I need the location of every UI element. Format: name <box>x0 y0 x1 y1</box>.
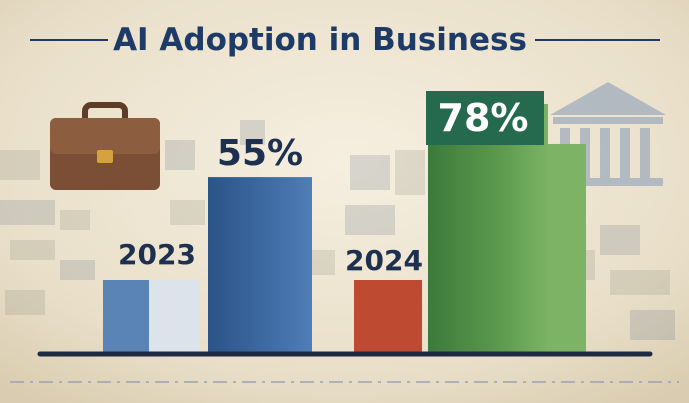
bar-base-block-shade <box>103 280 149 352</box>
background-tile <box>0 200 55 225</box>
background-tile <box>350 155 390 190</box>
category-label: 2024 <box>345 244 423 277</box>
background-tile <box>600 225 640 255</box>
background-tile <box>0 150 40 180</box>
background-tile <box>610 270 670 295</box>
background-tile <box>170 200 205 225</box>
bar-side-extension <box>548 143 586 352</box>
background-tile <box>60 210 90 230</box>
data-label: 78% <box>438 96 529 140</box>
briefcase-icon <box>50 102 160 190</box>
background-tile <box>395 150 425 195</box>
data-label: 55% <box>217 133 303 174</box>
background-tile <box>165 140 195 170</box>
background-tile <box>60 260 95 280</box>
category-label: 2023 <box>118 238 196 271</box>
background-tile <box>240 120 265 145</box>
background-tile <box>630 310 675 340</box>
bar-2023 <box>208 177 312 352</box>
bar-base-block-2024 <box>354 280 422 352</box>
background-tile <box>345 205 395 235</box>
chart-marks: 2023 55% 2024 78% <box>103 91 586 353</box>
bar-2024 <box>428 103 548 353</box>
background-tile <box>10 240 55 260</box>
value-badge <box>426 91 544 145</box>
chart-title: AI Adoption in Business <box>113 22 527 58</box>
background-tile <box>5 290 45 315</box>
